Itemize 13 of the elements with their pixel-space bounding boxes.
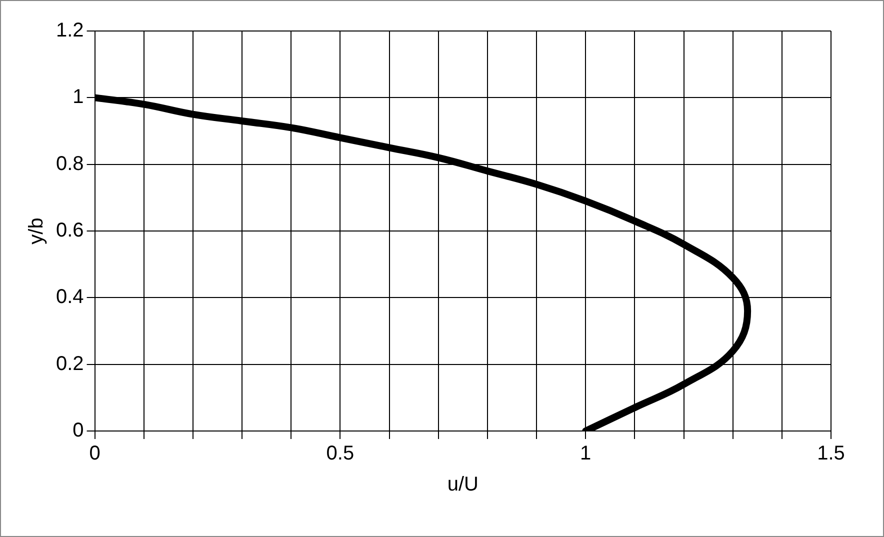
y-tick-label: 1 — [72, 86, 84, 108]
y-tick-label: 0.2 — [56, 352, 84, 375]
y-tick-label: 0.6 — [56, 220, 84, 242]
x-tick-label: 0 — [89, 442, 100, 465]
x-axis-title: u/U — [447, 474, 478, 496]
y-tick-label: 0.8 — [56, 152, 84, 175]
y-axis-title: y/b — [26, 218, 48, 244]
y-tick-label: 0.4 — [56, 286, 84, 308]
y-tick-label: 0 — [72, 420, 84, 442]
x-tick-label: 0.5 — [326, 442, 354, 465]
x-tick-label: 1.5 — [817, 442, 845, 465]
y-tick-label: 1.2 — [56, 20, 84, 42]
x-tick-label: 1 — [580, 442, 592, 465]
